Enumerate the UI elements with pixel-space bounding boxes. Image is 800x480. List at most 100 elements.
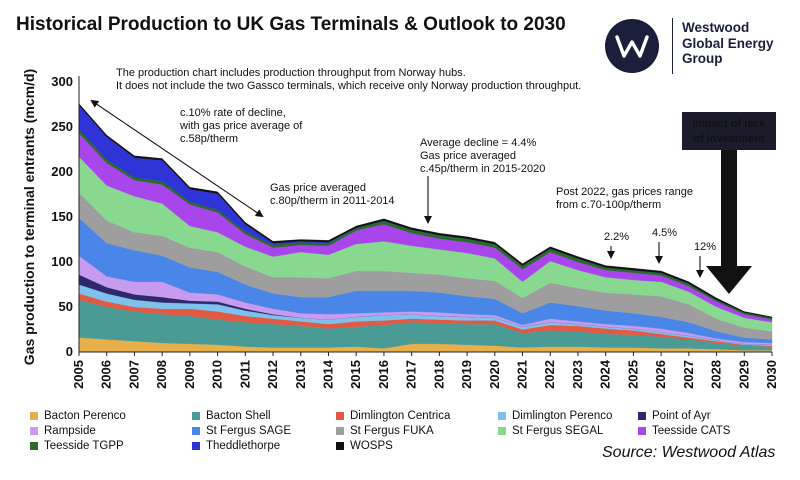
- annotation-post-1: Post 2022, gas prices range: [556, 186, 693, 198]
- logo-divider: [672, 18, 673, 74]
- annotation-pct-2027: 12%: [694, 241, 716, 253]
- legend-swatch: [30, 442, 38, 450]
- legend-label: Teesside TGPP: [44, 440, 124, 452]
- westwood-logo: Westwood Global Energy Group: [600, 12, 792, 76]
- annotation-pct-2026: 4.5%: [652, 227, 677, 239]
- logo-name-line-3: Group: [682, 51, 723, 66]
- area-wosps: [78, 103, 773, 318]
- x-tick-label: 2010: [210, 360, 225, 389]
- legend-label: Bacton Shell: [206, 410, 271, 422]
- x-tick-label: 2007: [126, 360, 141, 389]
- legend-item-bacton-shell: Bacton Shell: [192, 410, 271, 422]
- annotation-note-norway-1: The production chart includes production…: [116, 67, 466, 79]
- legend-item-st-fergus-segal: St Fergus SEGAL: [498, 425, 603, 437]
- legend-item-wosps: WOSPS: [336, 440, 393, 452]
- legend-label: Theddlethorpe: [206, 440, 281, 452]
- westwood-w-logo-icon: [605, 19, 659, 73]
- legend-label: Teesside CATS: [652, 425, 731, 437]
- stacked-area-series: [78, 103, 773, 353]
- annotation-avg-2: Gas price averaged: [420, 150, 516, 162]
- y-tick-label: 200: [51, 164, 73, 179]
- x-tick-label: 2024: [598, 359, 613, 389]
- x-tick-label: 2030: [764, 360, 779, 389]
- x-tick-label: 2017: [404, 360, 419, 389]
- legend-swatch: [30, 412, 38, 420]
- legend-label: St Fergus SEGAL: [512, 425, 604, 437]
- legend-item-point-of-ayr: Point of Ayr: [638, 410, 711, 422]
- legend-swatch: [336, 442, 344, 450]
- legend-swatch: [192, 412, 200, 420]
- annotation-avg-3: c.45p/therm in 2015-2020: [420, 163, 545, 175]
- legend-item-dimlington-perenco: Dimlington Perenco: [498, 410, 612, 422]
- legend-item-dimlington-centrica: Dimlington Centrica: [336, 410, 450, 422]
- x-tick-label: 2029: [736, 360, 751, 389]
- y-tick-label: 250: [51, 119, 73, 134]
- legend-swatch: [498, 412, 506, 420]
- annotation-impact-2: of investment: [693, 133, 765, 145]
- x-tick-label: 2028: [709, 360, 724, 389]
- legend-label: St Fergus SAGE: [206, 425, 292, 437]
- x-tick-label: 2014: [320, 359, 335, 389]
- x-tick-label: 2016: [376, 360, 391, 389]
- annotation-pct-2024: 2.2%: [604, 231, 629, 243]
- x-tick-label: 2005: [71, 360, 86, 389]
- x-tick-label: 2015: [348, 360, 363, 389]
- legend-item-teesside-cats: Teesside CATS: [638, 425, 730, 437]
- x-tick-label: 2006: [99, 360, 114, 389]
- legend-label: Rampside: [44, 425, 96, 437]
- y-tick-label: 150: [51, 209, 73, 224]
- annotation-post-2: from c.70-100p/therm: [556, 199, 661, 211]
- legend-item-theddlethorpe: Theddlethorpe: [192, 440, 280, 452]
- annotation-price2011-1: Gas price averaged: [270, 182, 366, 194]
- annotation-avg-1: Average decline = 4.4%: [420, 137, 537, 149]
- legend-label: Dimlington Centrica: [350, 410, 451, 422]
- x-tick-label: 2023: [570, 360, 585, 389]
- logo-name-line-1: Westwood: [682, 20, 750, 35]
- impact-down-arrow: [706, 150, 752, 294]
- x-tick-label: 2027: [681, 360, 696, 389]
- annotation-decline-1: c.10% rate of decline,: [180, 107, 286, 119]
- legend-item-st-fergus-sage: St Fergus SAGE: [192, 425, 291, 437]
- y-tick-label: 50: [59, 299, 73, 314]
- legend-swatch: [30, 427, 38, 435]
- legend-item-st-fergus-fuka: St Fergus FUKA: [336, 425, 434, 437]
- legend-swatch: [336, 427, 344, 435]
- legend-label: WOSPS: [350, 440, 393, 452]
- x-tick-label: 2011: [237, 360, 252, 388]
- legend-item-rampside: Rampside: [30, 425, 96, 437]
- decline-range-arrow: [90, 99, 264, 218]
- source-note: Source: Westwood Atlas: [602, 444, 776, 461]
- legend-label: Dimlington Perenco: [512, 410, 613, 422]
- y-tick-label: 0: [66, 344, 73, 359]
- y-tick-label: 300: [51, 74, 73, 89]
- annotation-decline-3: c.58p/therm: [180, 133, 238, 145]
- legend-swatch: [638, 427, 646, 435]
- chart-title: Historical Production to UK Gas Terminal…: [16, 14, 566, 35]
- legend-swatch: [638, 412, 646, 420]
- x-tick-label: 2013: [293, 360, 308, 389]
- annotation-impact-1: Impact of lack: [692, 118, 766, 130]
- x-tick-label: 2008: [154, 360, 169, 389]
- annotation-decline-2: with gas price average of: [179, 120, 303, 132]
- legend-swatch: [336, 412, 344, 420]
- y-tick-label: 100: [51, 254, 73, 269]
- x-tick-label: 2019: [459, 360, 474, 389]
- x-tick-label: 2012: [265, 360, 280, 389]
- x-tick-label: 2025: [625, 360, 640, 389]
- annotation-note-norway-2: It does not include the two Gassco termi…: [116, 80, 581, 92]
- legend-swatch: [498, 427, 506, 435]
- x-tick-label: 2020: [487, 360, 502, 389]
- logo-name-line-2: Global Energy: [682, 35, 774, 51]
- legend-label: St Fergus FUKA: [350, 425, 434, 437]
- legend-label: Point of Ayr: [652, 410, 711, 422]
- x-tick-label: 2021: [515, 360, 530, 389]
- chart-axes: 0 50 100 150 200 250 300 2005 2006 2007 2008 2009 20…: [21, 69, 779, 389]
- production-chart: 0 50 100 150 200 250 300 2005 2006 2007 2008 2009 20…: [21, 67, 779, 389]
- logo-brand-name: Westwood Global Energy Group: [682, 20, 774, 67]
- annotation-price2011-2: c.80p/therm in 2011-2014: [270, 195, 395, 207]
- x-tick-label: 2009: [182, 360, 197, 389]
- impact-callout-box: [682, 112, 776, 150]
- y-axis-label: Gas production to terminal entrants (mcm…: [21, 69, 37, 365]
- legend-swatch: [192, 427, 200, 435]
- chart-annotations: The production chart includes production…: [90, 67, 776, 294]
